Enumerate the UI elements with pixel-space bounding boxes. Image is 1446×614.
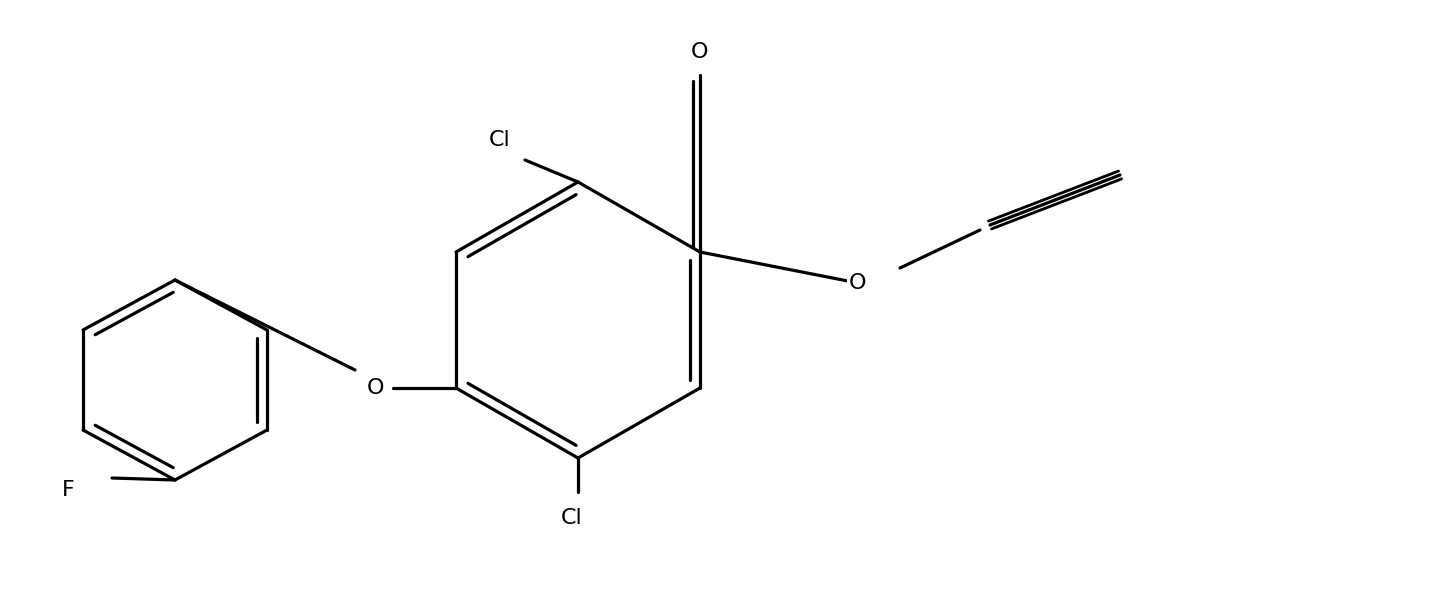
Text: Cl: Cl [489, 130, 510, 150]
Text: O: O [849, 273, 866, 293]
Text: O: O [691, 42, 709, 62]
Text: F: F [62, 480, 74, 500]
Text: Cl: Cl [561, 508, 583, 528]
Text: O: O [366, 378, 383, 398]
